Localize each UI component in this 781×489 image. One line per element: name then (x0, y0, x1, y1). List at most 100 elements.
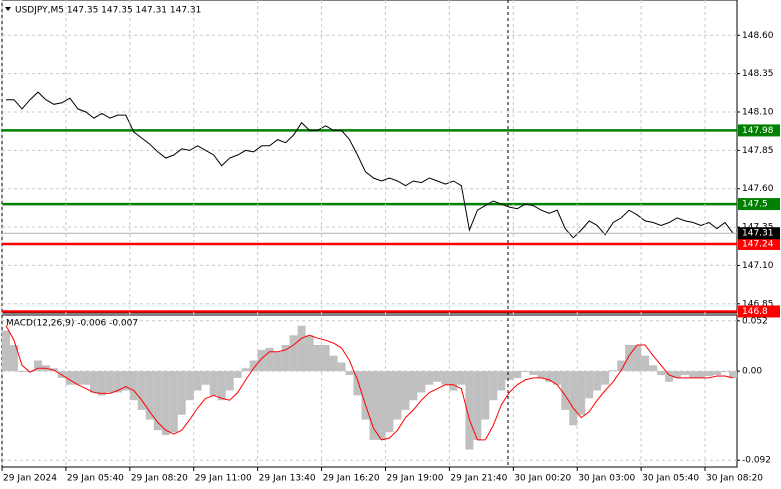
x-tick-label: 30 Jan 00:20 (514, 474, 571, 484)
histogram-bar (609, 370, 618, 372)
histogram-bar (521, 371, 530, 373)
histogram-bar (193, 371, 202, 391)
histogram-bar (721, 371, 730, 373)
histogram-bar (409, 371, 418, 401)
histogram-bar (225, 371, 234, 391)
histogram-bar (97, 371, 106, 396)
x-tick-label: 29 Jan 13:40 (259, 474, 316, 484)
histogram-bar (617, 360, 626, 372)
histogram-bar (417, 371, 426, 393)
price-pane-frame (1, 0, 738, 314)
histogram-bar (529, 371, 538, 376)
histogram-bar (473, 371, 482, 440)
histogram-bar (369, 371, 378, 440)
histogram-bar (465, 371, 474, 450)
signal-line (5, 325, 734, 441)
histogram-bar (81, 371, 90, 385)
histogram-bar (481, 371, 490, 420)
histogram-bar (497, 371, 506, 391)
histogram-bar (289, 335, 298, 372)
histogram-bar (185, 371, 194, 401)
histogram-bar (377, 371, 386, 440)
histogram-bar (537, 371, 546, 378)
histogram-bar (73, 371, 82, 385)
histogram-bar (449, 371, 458, 391)
level-label: 147.5 (742, 200, 768, 210)
histogram-bar (545, 371, 554, 382)
y-tick-label: 148.35 (742, 69, 774, 79)
histogram-bar (129, 371, 138, 401)
x-tick-label: 30 Jan 05:40 (642, 474, 699, 484)
histogram-bar (2, 330, 10, 372)
histogram-bar (353, 371, 362, 396)
histogram-bar (401, 371, 410, 410)
x-tick-label: 30 Jan 08:20 (706, 474, 763, 484)
histogram-bar (489, 371, 498, 401)
histogram-bar (561, 371, 570, 410)
histogram-bar (633, 345, 642, 372)
histogram-bar (641, 355, 650, 372)
histogram-bar (665, 371, 674, 382)
level-label: 146.8 (742, 307, 768, 317)
menu-arrow (5, 7, 11, 11)
histogram-bar (553, 371, 562, 385)
histogram-bar (9, 345, 18, 372)
price-line (6, 91, 734, 239)
x-tick-label: 29 Jan 16:20 (323, 474, 380, 484)
level-tag (738, 305, 780, 318)
histogram-bar (585, 371, 594, 399)
histogram-bar (337, 362, 346, 372)
chart-title: USDJPY,M5 147.35 147.35 147.31 147.31 (15, 6, 201, 16)
histogram-bar (137, 371, 146, 410)
y-tick-label: 0.052 (742, 316, 768, 326)
histogram-bar (313, 345, 322, 372)
histogram-bar (33, 360, 42, 372)
histogram-bar (601, 371, 610, 385)
y-tick-label: 146.85 (742, 299, 774, 309)
histogram-bar (265, 347, 274, 372)
histogram-bar (513, 371, 522, 378)
x-tick-label: 29 Jan 11:00 (195, 474, 252, 484)
histogram-bar (689, 371, 698, 378)
histogram-bar (657, 371, 666, 376)
histogram-bar (257, 349, 266, 372)
current-price-label: 147.31 (742, 229, 774, 239)
histogram-bar (249, 360, 258, 372)
histogram-bar (361, 371, 370, 420)
histogram-bar (625, 345, 634, 372)
histogram-bar (705, 371, 714, 376)
histogram-bar (681, 371, 690, 376)
x-tick-label: 30 Jan 03:00 (578, 474, 635, 484)
histogram-bar (241, 368, 250, 372)
x-tick-label: 29 Jan 19:00 (386, 474, 443, 484)
level-tag (738, 198, 780, 211)
level-tag (738, 124, 780, 137)
histogram-bar (153, 371, 162, 431)
y-tick-label: 147.10 (742, 261, 774, 271)
histogram-bar (281, 345, 290, 372)
x-tick-label: 29 Jan 05:40 (67, 474, 124, 484)
histogram-bar (273, 351, 282, 372)
current-price-tag (738, 227, 780, 240)
histogram-bar (169, 371, 178, 433)
y-tick-label: 147.85 (742, 146, 774, 156)
histogram-bar (201, 371, 210, 385)
histogram-bar (321, 345, 330, 372)
histogram-bar (105, 371, 114, 393)
macd-title: MACD(12,26,9) -0.006 -0.007 (6, 319, 138, 329)
histogram-bar (649, 365, 658, 372)
level-label: 147.98 (742, 126, 774, 136)
histogram-bar (569, 371, 578, 426)
histogram-bar (305, 335, 314, 372)
y-tick-label: -0.092 (742, 456, 771, 466)
histogram-bar (209, 371, 218, 396)
histogram-bar (329, 355, 338, 372)
histogram-bar (217, 371, 226, 401)
histogram-bar (697, 371, 706, 378)
histogram-bar (113, 371, 122, 393)
x-tick-label: 29 Jan 21:40 (450, 474, 507, 484)
histogram-bar (441, 371, 450, 385)
histogram-bar (433, 371, 442, 382)
histogram-bar (673, 371, 682, 378)
